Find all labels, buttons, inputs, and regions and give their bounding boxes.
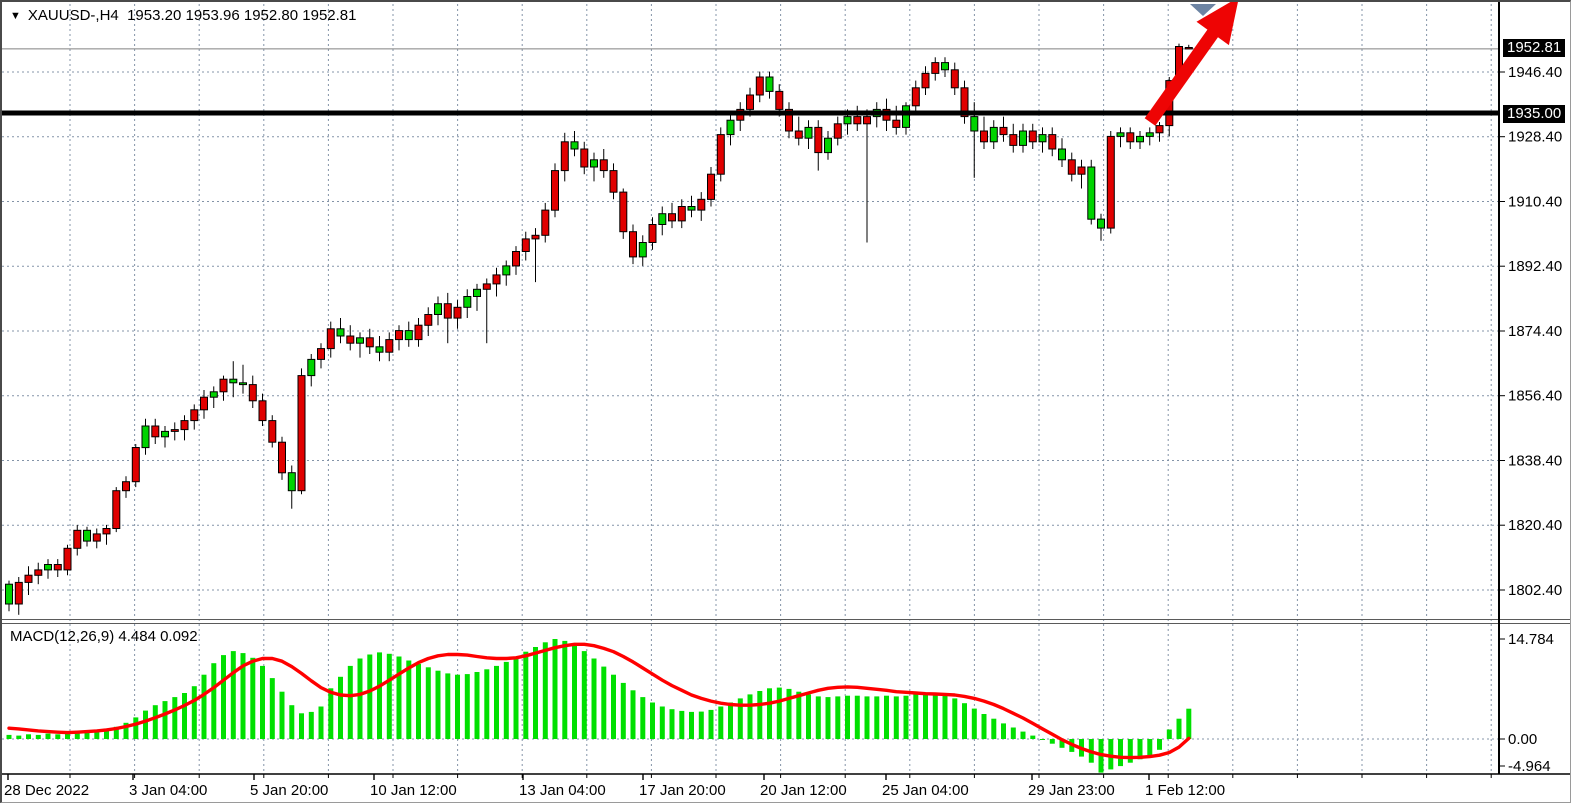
ohlc-values: 1953.20 1953.96 1952.80 1952.81 bbox=[127, 7, 357, 24]
svg-text:17 Jan 20:00: 17 Jan 20:00 bbox=[639, 782, 726, 799]
svg-text:28 Dec 2022: 28 Dec 2022 bbox=[4, 782, 89, 799]
svg-text:1910.40: 1910.40 bbox=[1508, 194, 1562, 211]
current-price-tag: 1952.81 bbox=[1503, 39, 1566, 57]
svg-text:1820.40: 1820.40 bbox=[1508, 517, 1562, 534]
svg-text:29 Jan 23:00: 29 Jan 23:00 bbox=[1028, 782, 1115, 799]
svg-text:-4.964: -4.964 bbox=[1508, 758, 1551, 775]
symbol-dropdown-icon[interactable]: ▼ bbox=[10, 10, 21, 22]
svg-text:20 Jan 12:00: 20 Jan 12:00 bbox=[760, 782, 847, 799]
sell-marker-triangle-icon[interactable] bbox=[1190, 4, 1216, 16]
svg-text:13 Jan 04:00: 13 Jan 04:00 bbox=[519, 782, 606, 799]
indicator-label: MACD(12,26,9) 4.484 0.092 bbox=[10, 628, 198, 645]
svg-text:1856.40: 1856.40 bbox=[1508, 388, 1562, 405]
macd-signal-line bbox=[7, 642, 1191, 760]
symbol-period-label: XAUUSD-,H4 bbox=[27, 7, 119, 24]
trend-arrow-object[interactable] bbox=[1144, 2, 1239, 126]
svg-text:1802.40: 1802.40 bbox=[1508, 582, 1562, 599]
svg-text:0.00: 0.00 bbox=[1508, 731, 1537, 748]
svg-text:1838.40: 1838.40 bbox=[1508, 453, 1562, 470]
svg-text:1874.40: 1874.40 bbox=[1508, 323, 1562, 340]
chart-title: ▼ XAUUSD-,H4 1953.20 1953.96 1952.80 1952… bbox=[10, 7, 356, 24]
time-axis[interactable]: 28 Dec 2022 3 Jan 04:00 5 Jan 20:00 10 Jan … bbox=[4, 774, 1492, 799]
svg-text:14.784: 14.784 bbox=[1508, 631, 1554, 648]
svg-text:10 Jan 12:00: 10 Jan 12:00 bbox=[370, 782, 457, 799]
svg-text:1946.40: 1946.40 bbox=[1508, 64, 1562, 81]
grid-lines bbox=[2, 4, 1499, 773]
price-axis[interactable]: 1946.40 1928.40 1910.40 1892.40 1874.40 1856.… bbox=[1498, 2, 1562, 774]
svg-text:1 Feb 12:00: 1 Feb 12:00 bbox=[1145, 782, 1225, 799]
svg-text:5 Jan 20:00: 5 Jan 20:00 bbox=[250, 782, 328, 799]
hline-price-tag: 1935.00 bbox=[1503, 105, 1566, 123]
horizontal-line-object[interactable] bbox=[2, 110, 1499, 116]
svg-text:3 Jan 04:00: 3 Jan 04:00 bbox=[129, 782, 207, 799]
svg-text:1892.40: 1892.40 bbox=[1508, 258, 1562, 275]
macd-histogram bbox=[6, 639, 1192, 773]
svg-text:25 Jan 04:00: 25 Jan 04:00 bbox=[882, 782, 969, 799]
svg-text:1928.40: 1928.40 bbox=[1508, 129, 1562, 146]
indicator-axis[interactable]: 14.784 0.00 -4.964 bbox=[1499, 631, 1554, 775]
